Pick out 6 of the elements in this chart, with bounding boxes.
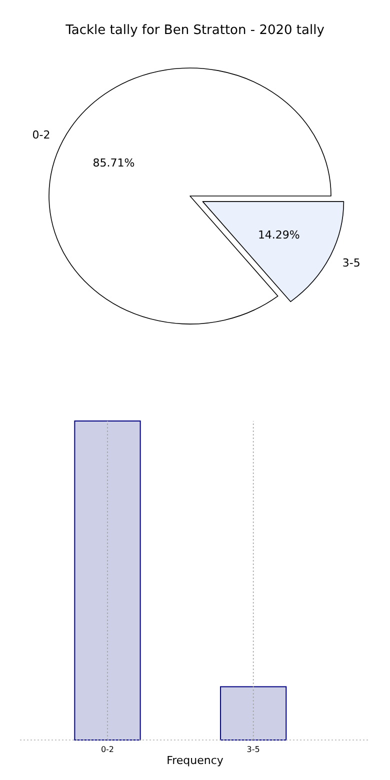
x-axis-title: Frequency: [166, 754, 224, 767]
data-label: 14.29%: [258, 228, 300, 242]
slice-label: 3-5: [342, 256, 360, 270]
chart-title: Tackle tally for Ben Stratton - 2020 tally: [64, 23, 325, 38]
slice-label: 0-2: [32, 128, 50, 142]
data-label: 85.71%: [92, 156, 135, 170]
